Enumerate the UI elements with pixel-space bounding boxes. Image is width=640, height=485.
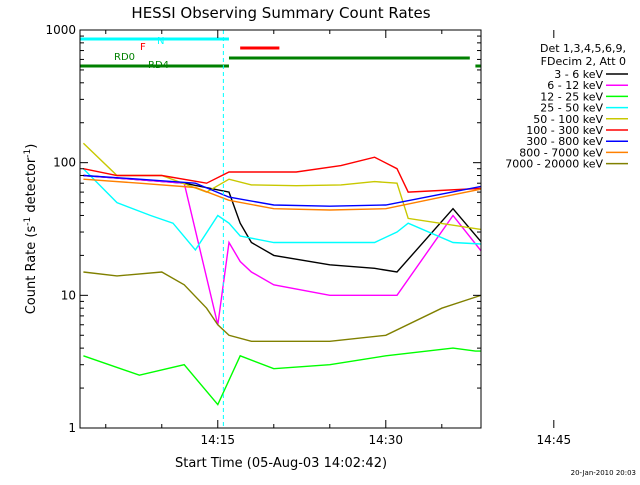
flag-n-segment-0 (80, 37, 229, 41)
series-line-800-7000-kev (83, 178, 481, 211)
plot-area: 14:1514:3014:4515:0015:1515:301101001000… (45, 23, 572, 447)
legend: Det 1,3,4,5,6,9,FDecim 2, Att 03 - 6 keV… (505, 42, 628, 171)
legend-label-50-100-kev: 50 - 100 keV (533, 113, 603, 126)
x-tick-label-14-45: 14:45 (537, 433, 572, 447)
flag-label-rd4: RD4 (148, 60, 169, 71)
legend-header-line-1: FDecim 2, Att 0 (541, 55, 626, 68)
y-axis-label-end: ) (24, 144, 39, 149)
flag-label-f: F (140, 42, 146, 53)
legend-label-800-7000-kev: 800 - 7000 keV (519, 146, 603, 159)
y-axis-label-sup2: -1 (23, 149, 33, 158)
series-layer (82, 142, 481, 406)
series-line-50-100-kev (82, 142, 481, 231)
legend-label-6-12-kev: 6 - 12 keV (547, 79, 603, 92)
y-tick-label-1: 1 (68, 421, 76, 435)
legend-label-7000-20000-kev: 7000 - 20000 keV (505, 158, 603, 171)
chart-title: HESSI Observing Summary Count Rates (131, 4, 430, 22)
legend-label-3-6-kev: 3 - 6 keV (554, 68, 603, 81)
x-tick-label-14-30: 14:30 (368, 433, 403, 447)
series-line-25-50-kev (82, 168, 481, 252)
series-line-3-6-kev (83, 174, 481, 273)
legend-label-12-25-kev: 12 - 25 keV (540, 90, 603, 103)
series-line-6-12-kev (83, 174, 481, 325)
series-line-300-800-kev (83, 174, 481, 207)
flag-label-rd0: RD0 (114, 52, 135, 63)
series-line-12-25-kev (83, 347, 481, 406)
flag-label-n: N (157, 36, 164, 47)
legend-label-25-50-kev: 25 - 50 keV (540, 102, 603, 115)
y-tick-label-100: 100 (53, 156, 76, 170)
y-axis-label: Count Rate (s-1 detector-1) (23, 144, 39, 315)
flags-layer (80, 37, 481, 68)
flag-rd4-segment-0 (80, 64, 229, 68)
timestamp: 20-Jan-2010 20:03 (571, 469, 636, 477)
flag-f-segment-0 (240, 46, 280, 50)
y-axis-label-sup1: -1 (23, 217, 33, 226)
series-line-100-300-kev (83, 156, 481, 193)
legend-label-300-800-kev: 300 - 800 keV (526, 135, 603, 148)
y-tick-label-1000: 1000 (45, 23, 76, 37)
y-tick-label-10: 10 (61, 288, 76, 302)
legend-header-line-0: Det 1,3,4,5,6,9, (540, 42, 626, 55)
vlines-layer (222, 30, 224, 428)
series-line-7000-20000-kev (83, 271, 481, 342)
legend-label-100-300-kev: 100 - 300 keV (526, 124, 603, 137)
flag-rd4-segment-1 (475, 64, 481, 68)
y-axis-label-main: Count Rate (s (24, 226, 39, 315)
flag-rd0-segment-0 (228, 56, 470, 60)
y-axis-label-mid: detector (24, 157, 39, 217)
x-axis-label: Start Time (05-Aug-03 14:02:42) (175, 456, 387, 471)
x-tick-label-14-15: 14:15 (200, 433, 235, 447)
plot-frame (79, 29, 482, 429)
